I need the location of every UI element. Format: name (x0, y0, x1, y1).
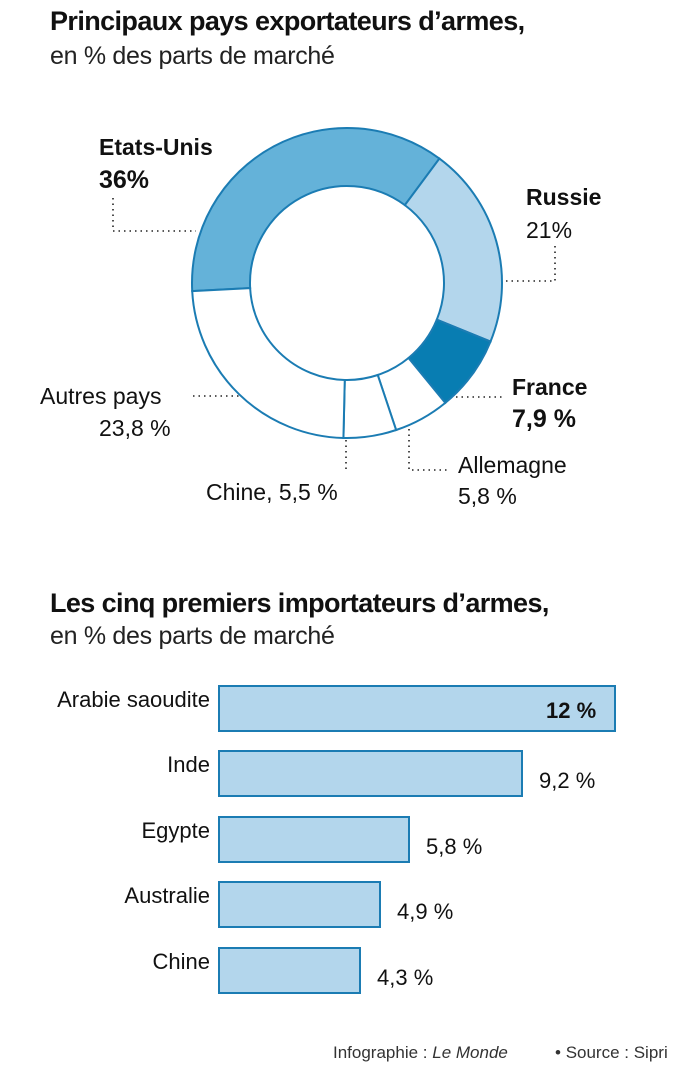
bar-value: 5,8 % (426, 834, 483, 859)
bar-label: Inde (167, 752, 210, 777)
footer-credit: Infographie : Le Monde (333, 1043, 508, 1063)
label-china: Chine, 5,5 % (206, 479, 338, 505)
label-others-name: Autres pays (40, 383, 162, 409)
credit-name: Le Monde (432, 1043, 508, 1062)
leader-us (112, 198, 196, 232)
label-others-value: 23,8 % (99, 415, 171, 441)
label-us-name: Etats-Unis (99, 134, 213, 160)
label-germany-name: Allemagne (458, 452, 567, 478)
bar-value: 4,3 % (377, 965, 434, 990)
donut-segment-etats-unis (191, 127, 441, 293)
bar-label: Egypte (141, 818, 211, 843)
donut-segment-autres-pays (191, 287, 346, 439)
donut-chart (112, 127, 556, 471)
exporters-title: Principaux pays exportateurs d’armes, (50, 6, 525, 36)
importers-subtitle: en % des parts de marché (50, 622, 335, 650)
label-us-value: 36% (99, 166, 150, 194)
bar-label: Arabie saoudite (57, 687, 210, 712)
leader-germany (408, 429, 448, 471)
bar (218, 881, 381, 928)
label-france-value: 7,9 % (512, 405, 576, 433)
bar-value: 12 % (546, 698, 597, 723)
donut-segments (191, 127, 503, 439)
label-russia-value: 21% (526, 217, 573, 243)
bar (218, 685, 616, 732)
bar-value: 9,2 % (539, 768, 596, 793)
leader-russia (503, 246, 556, 282)
bullet-icon: • (555, 1043, 561, 1062)
source-text: Source : Sipri (565, 1043, 668, 1062)
donut-segment-russie (403, 157, 503, 343)
bar-label: Chine (152, 949, 210, 974)
label-russia-name: Russie (526, 184, 602, 210)
leader-lines (112, 198, 556, 471)
bar (218, 816, 410, 863)
exporters-subtitle: en % des parts de marché (50, 42, 335, 70)
bar-label: Australie (124, 883, 210, 908)
importers-title: Les cinq premiers importateurs d’armes, (50, 588, 549, 618)
label-france-name: France (512, 374, 588, 400)
bar (218, 947, 361, 994)
bar (218, 750, 523, 797)
credit-prefix: Infographie : (333, 1043, 428, 1062)
bar-value: 4,9 % (397, 899, 454, 924)
footer-source: • Source : Sipri (555, 1043, 668, 1063)
label-germany-value: 5,8 % (458, 483, 517, 509)
